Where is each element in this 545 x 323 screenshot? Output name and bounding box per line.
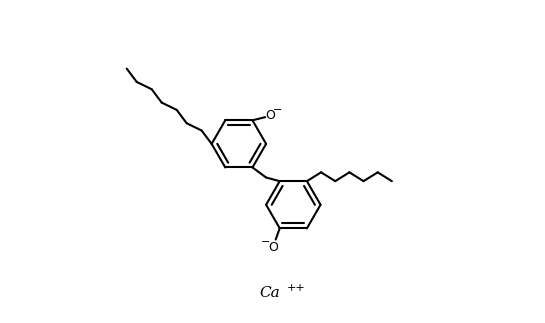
Text: −: − bbox=[273, 105, 282, 115]
Text: −: − bbox=[261, 236, 270, 246]
Text: Ca: Ca bbox=[260, 286, 281, 300]
Text: O: O bbox=[265, 109, 275, 122]
Text: ++: ++ bbox=[287, 283, 306, 293]
Text: O: O bbox=[268, 241, 278, 254]
